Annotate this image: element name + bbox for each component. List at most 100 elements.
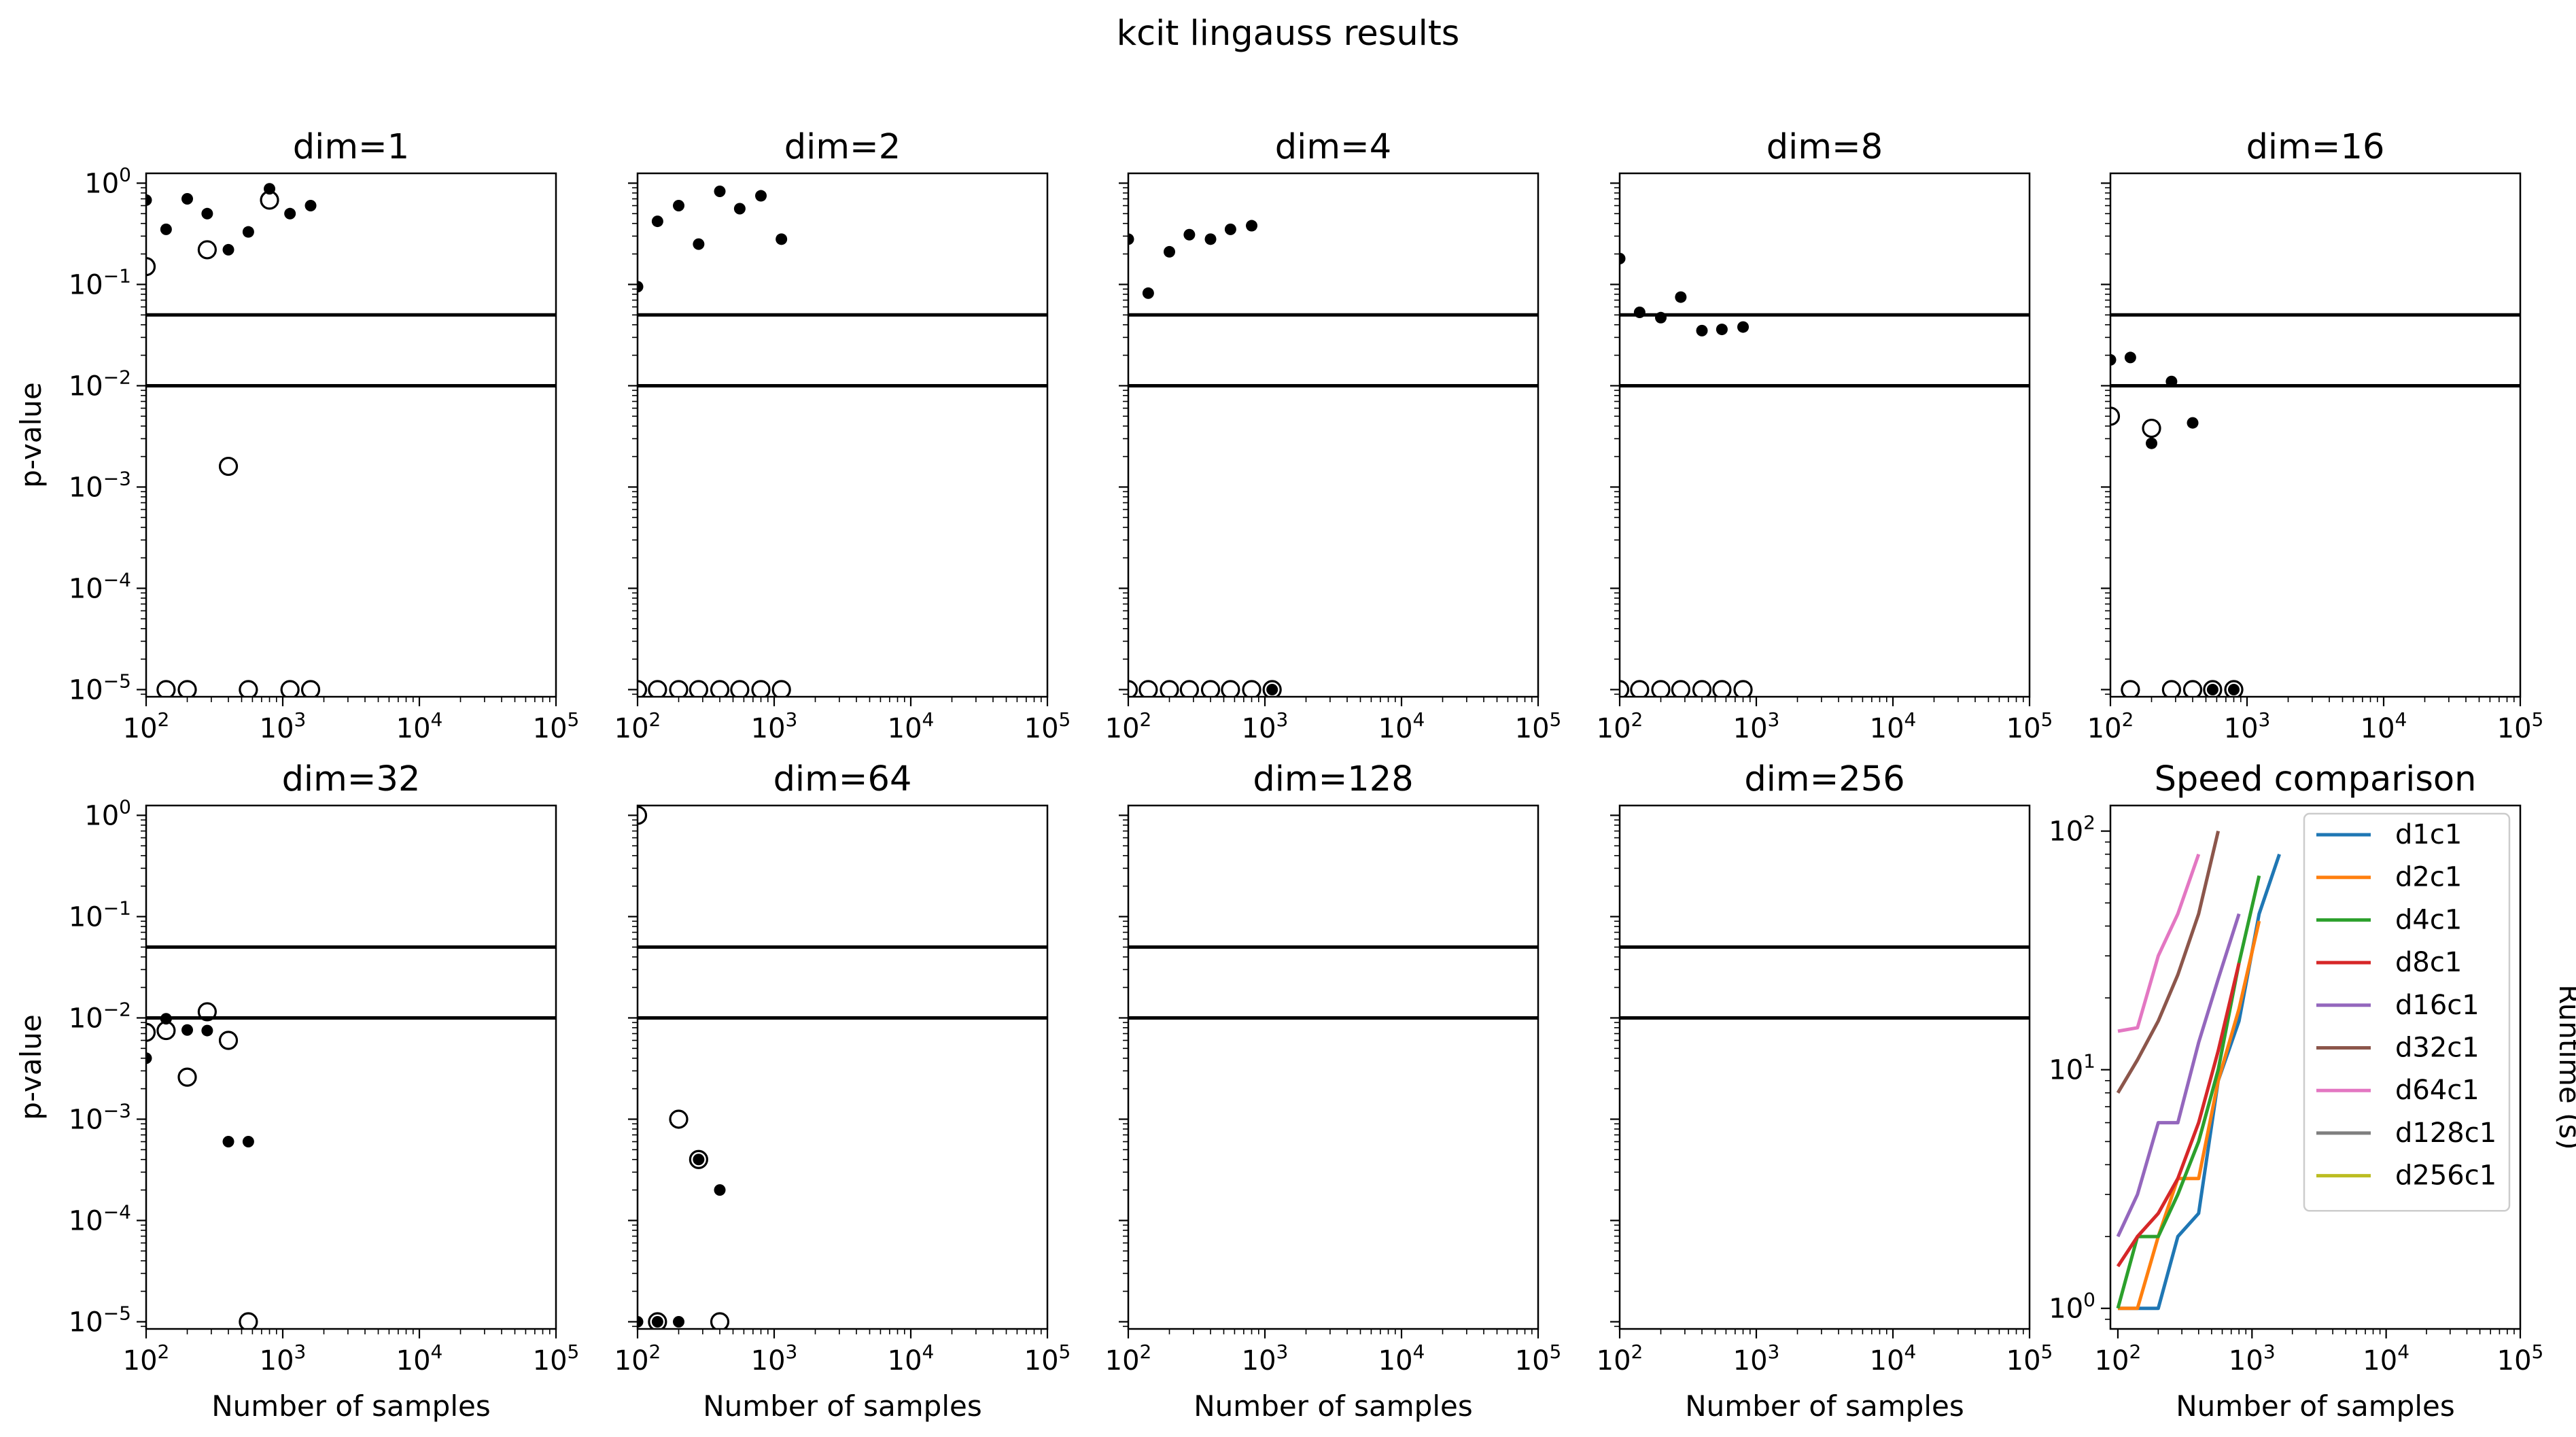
open-circle-marker: [1620, 680, 1630, 697]
open-circle-marker: [2224, 680, 2244, 697]
filled-dot-marker: [2165, 375, 2178, 387]
x-tick-label: 103: [751, 1340, 798, 1377]
filled-dot-marker: [673, 1315, 685, 1328]
plot-data: [638, 185, 791, 697]
filled-dot-marker: [1737, 321, 1750, 333]
filled-dot-marker: [284, 207, 296, 220]
open-circle-marker: [1671, 680, 1690, 697]
y-tick-label: 100: [2049, 1289, 2095, 1325]
x-tick-label: 102: [614, 708, 661, 744]
panel-0: dim=1 102 103 104 105 100 10−1 10−2 10−3 10−4 10−5…: [14, 127, 579, 744]
panel-title: Speed comparison: [2155, 759, 2477, 799]
open-circle-marker: [638, 680, 648, 697]
x-tick-label: 104: [1378, 1340, 1425, 1377]
legend-label: d2c1: [2395, 862, 2462, 893]
plot-data: [638, 806, 730, 1329]
x-axis-label: Number of samples: [2176, 1389, 2454, 1423]
open-circle-marker: [146, 257, 156, 277]
filled-dot-marker: [776, 233, 788, 245]
open-circle-marker: [280, 680, 300, 697]
open-circle-marker: [197, 240, 217, 260]
runtime-line: [2116, 913, 2241, 1238]
open-circle-marker: [751, 680, 771, 697]
panel-5: dim=32 102 103 104 105 100 10−1 10−2 10−3 10−4 10−…: [14, 759, 579, 1423]
x-tick-label: 105: [1515, 1340, 1562, 1377]
panel-title: dim=2: [784, 127, 901, 167]
open-circle-marker: [156, 1020, 176, 1041]
filled-dot-marker: [1620, 252, 1626, 264]
figure-title: kcit lingauss results: [1117, 14, 1460, 54]
filled-dot-marker: [1183, 228, 1196, 241]
filled-dot-marker: [160, 223, 172, 235]
filled-dot-marker: [181, 193, 194, 205]
x-tick-label: 105: [1515, 708, 1562, 744]
y-tick-label: 10−1: [69, 264, 131, 300]
open-circle-marker: [2142, 418, 2161, 438]
filled-dot-marker: [1675, 291, 1687, 303]
open-circle-marker: [1630, 680, 1650, 697]
filled-dot-marker: [638, 281, 644, 293]
filled-dot-marker: [1696, 324, 1708, 336]
open-circle-marker: [1160, 680, 1179, 697]
y-tick-label: 100: [84, 795, 131, 831]
panel-title: dim=1: [293, 127, 409, 167]
legend-label: d64c1: [2395, 1075, 2479, 1106]
open-circle-marker: [689, 680, 708, 697]
x-tick-label: 103: [1242, 708, 1289, 744]
x-tick-label: 104: [396, 1340, 443, 1377]
x-tick-label: 103: [751, 708, 798, 744]
x-tick-label: 105: [2006, 1340, 2053, 1377]
x-tick-label: 104: [1378, 708, 1425, 744]
panel-title: dim=16: [2246, 127, 2385, 167]
filled-dot-marker: [673, 199, 685, 211]
filled-dot-marker: [1246, 220, 1258, 232]
plot-data: [1620, 252, 1753, 697]
y-tick-label: 10−3: [69, 467, 131, 503]
filled-dot-marker: [2124, 351, 2136, 364]
x-tick-label: 105: [533, 708, 580, 744]
y-axis-label: p-value: [14, 382, 48, 487]
legend-label: d16c1: [2395, 990, 2479, 1021]
x-tick-label: 102: [614, 1340, 661, 1377]
x-tick-label: 103: [1242, 1340, 1289, 1377]
open-circle-marker: [689, 1149, 708, 1169]
open-circle-marker: [2203, 680, 2223, 697]
x-tick-label: 104: [888, 1340, 935, 1377]
panel-1: dim=2 102 103 104 105: [614, 127, 1071, 744]
legend-label: d256c1: [2395, 1160, 2496, 1192]
runtime-line: [2116, 831, 2221, 1094]
panel-8: dim=256 102 103 104 105 Number of samples: [1597, 759, 2053, 1423]
panel-3: dim=8 102 103 104 105: [1597, 127, 2053, 744]
y-tick-label: 102: [2049, 812, 2095, 848]
legend-label: d4c1: [2395, 904, 2462, 935]
open-circle-marker: [710, 680, 730, 697]
panel-title: dim=8: [1766, 127, 1883, 167]
filled-dot-marker: [242, 226, 254, 238]
open-circle-marker: [730, 680, 750, 697]
open-circle-marker: [1221, 680, 1240, 697]
filled-dot-marker: [1164, 245, 1176, 258]
plot-data: [2116, 831, 2281, 1311]
x-tick-label: 104: [2363, 1340, 2409, 1377]
x-tick-label: 105: [2497, 708, 2544, 744]
filled-dot-marker: [2146, 437, 2158, 449]
x-tick-label: 103: [260, 1340, 307, 1377]
open-circle-marker: [1692, 680, 1712, 697]
axes-frame: [1618, 804, 2031, 1330]
filled-dot-marker: [1128, 233, 1134, 245]
filled-dot-marker: [201, 1024, 213, 1037]
open-circle-marker: [1242, 680, 1261, 697]
panel-2: dim=4 102 103 104 105: [1105, 127, 1562, 744]
open-circle-marker: [146, 1022, 156, 1042]
open-circle-marker: [1712, 680, 1732, 697]
x-tick-label: 102: [2087, 708, 2134, 744]
x-tick-label: 104: [888, 708, 935, 744]
y-tick-label: 101: [2049, 1050, 2095, 1086]
x-tick-label: 105: [533, 1340, 580, 1377]
open-circle-marker: [1138, 680, 1158, 697]
x-tick-label: 102: [1105, 1340, 1152, 1377]
open-circle-marker: [239, 680, 258, 697]
axes-frame: [145, 172, 557, 698]
filled-dot-marker: [146, 1052, 152, 1064]
filled-dot-marker: [181, 1024, 194, 1036]
